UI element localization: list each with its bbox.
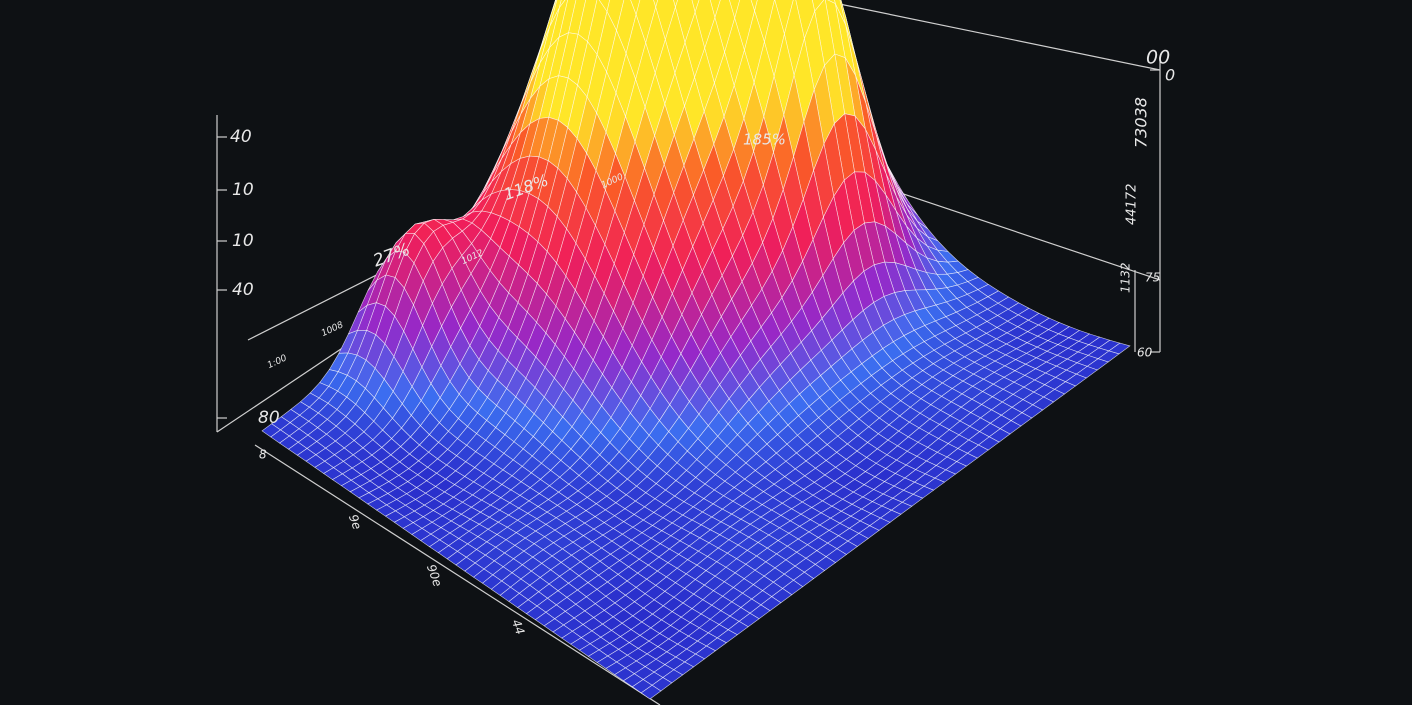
surface-cell <box>673 0 679 9</box>
left-tick-label: 40 <box>232 280 254 300</box>
right-label: 44172 <box>1125 184 1140 225</box>
top-right-edge <box>819 0 1161 71</box>
surface-cell <box>691 0 700 14</box>
surface <box>261 0 1131 700</box>
front-label: 9e <box>346 512 364 531</box>
front-label: 8 <box>259 448 267 462</box>
left-tick-label: 10 <box>232 231 254 251</box>
right-label: 60 <box>1137 346 1153 360</box>
surface-cell <box>653 0 659 9</box>
right-label: 75 <box>1145 271 1160 285</box>
surface-cell <box>811 0 825 12</box>
back-label: 185% <box>743 131 786 149</box>
right-label: 00 <box>1146 47 1170 69</box>
left-tick-label: 80 <box>258 408 280 428</box>
right-label: 73038 <box>1132 97 1151 148</box>
surface-cell <box>640 684 662 700</box>
left-tick-label: 10 <box>232 180 254 200</box>
front-axis <box>254 444 661 705</box>
left-tick-label: 40 <box>230 127 252 147</box>
right-label: 0 <box>1165 66 1175 85</box>
right-label: 1132 <box>1119 262 1133 293</box>
front-label: 44 <box>509 617 527 636</box>
